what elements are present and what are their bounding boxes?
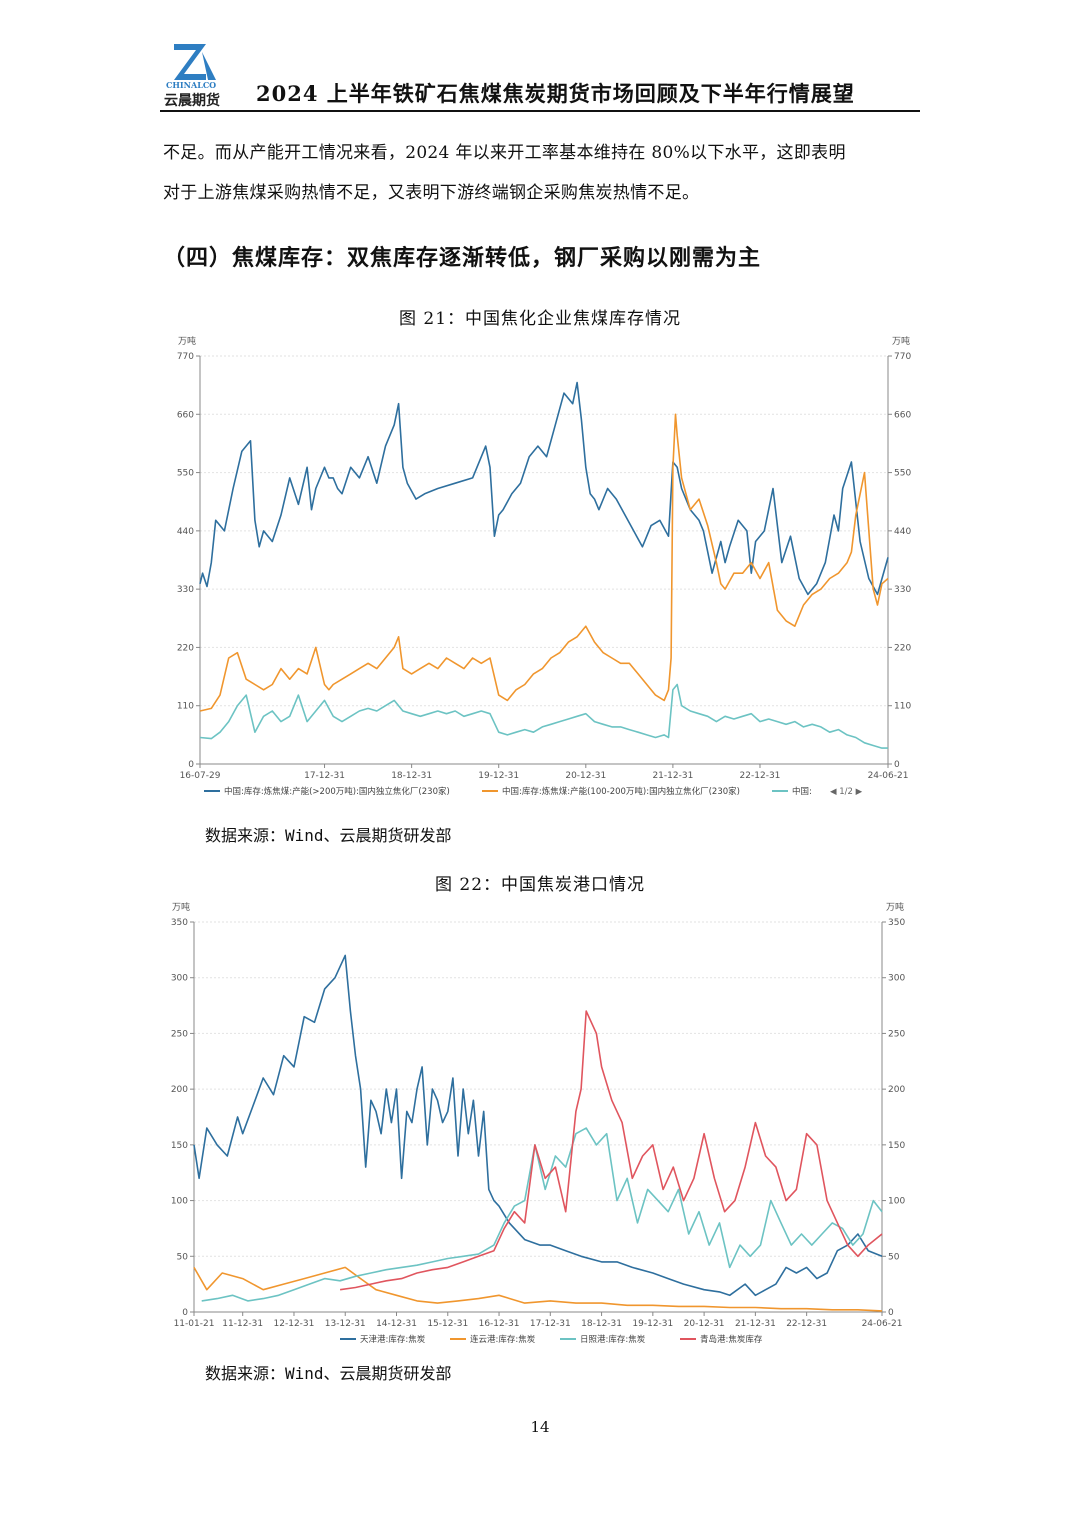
header-divider	[160, 110, 920, 112]
y-tick-label: 0	[182, 1308, 188, 1318]
y-tick-label-right: 660	[894, 410, 911, 420]
left-unit-label: 万吨	[172, 901, 190, 913]
figure-21-source: 数据来源：Wind、云晨期货研发部	[205, 826, 452, 845]
x-tick-label: 20-12-31	[565, 771, 606, 781]
y-tick-label: 350	[171, 918, 188, 928]
x-tick-label: 24-06-21	[868, 771, 909, 781]
legend-label-3: 青岛港:焦炭库存	[700, 1334, 763, 1345]
y-tick-label: 0	[188, 760, 194, 770]
series-line-0	[193, 954, 883, 1297]
x-tick-label: 13-12-31	[325, 1319, 366, 1329]
figure-22-chart: 万吨 万吨 0 0 50 50 100 100 150 150 200 200 250 250 300 300…	[170, 898, 920, 1348]
y-tick-label: 330	[177, 585, 194, 595]
series-line-3	[339, 1010, 883, 1291]
y-tick-label: 770	[177, 352, 194, 362]
right-unit-label: 万吨	[886, 901, 904, 913]
x-tick-label: 16-07-29	[180, 771, 221, 781]
x-tick-label: 15-12-31	[427, 1319, 468, 1329]
x-tick-label: 16-12-31	[479, 1319, 520, 1329]
y-tick-label: 660	[177, 410, 194, 420]
legend-label-2: 中国:	[792, 786, 812, 797]
right-unit-label: 万吨	[892, 335, 910, 347]
x-tick-label: 19-12-31	[632, 1319, 673, 1329]
logo-name: 云晨期货	[164, 93, 220, 109]
logo-subtext: CHINALCO	[166, 80, 216, 90]
x-tick-label: 21-12-31	[735, 1319, 776, 1329]
y-tick-label-right: 440	[894, 527, 911, 537]
series-line-0	[199, 381, 889, 596]
report-title: 2024 上半年铁矿石焦煤焦炭期货市场回顾及下半年行情展望	[256, 81, 855, 106]
y-tick-label-right: 330	[894, 585, 911, 595]
page-header: CHINALCO 云晨期货 2024 上半年铁矿石焦煤焦炭期货市场回顾及下半年行…	[160, 40, 920, 112]
legend-label-0: 中国:库存:炼焦煤:产能(>200万吨):国内独立焦化厂(230家)	[224, 786, 450, 797]
y-tick-label: 300	[171, 974, 188, 984]
paragraph-line-1: 不足。而从产能开工情况来看，2024 年以来开工率基本维持在 80%以下水平，这…	[163, 143, 846, 163]
figure-21-title: 图 21：中国焦化企业焦煤库存情况	[398, 309, 682, 329]
y-tick-label: 110	[177, 702, 194, 712]
series-line-2	[201, 1127, 883, 1302]
x-tick-label: 22-12-31	[740, 771, 781, 781]
y-tick-label: 50	[177, 1252, 189, 1262]
x-tick-label: 22-12-31	[786, 1319, 827, 1329]
y-tick-label-right: 0	[888, 1308, 894, 1318]
y-tick-label: 440	[177, 527, 194, 537]
section-heading: （四）焦煤库存：双焦库存逐渐转低，钢厂采购以刚需为主	[163, 245, 762, 271]
figure-22-svg: 万吨 万吨 0 0 50 50 100 100 150 150 200 200 250 250 300 300…	[171, 901, 906, 1345]
y-tick-label-right: 350	[888, 918, 905, 928]
y-tick-label: 550	[177, 469, 194, 479]
x-tick-label: 17-12-31	[530, 1319, 571, 1329]
figure-21-svg: 万吨 万吨 0 0 110 110 220 220 330 330 440 440 550 550 660 6…	[177, 335, 912, 797]
y-tick-label: 150	[171, 1141, 188, 1151]
x-tick-label: 19-12-31	[478, 771, 519, 781]
left-unit-label: 万吨	[178, 335, 196, 347]
y-tick-label-right: 50	[888, 1252, 900, 1262]
figure-22-title: 图 22：中国焦炭港口情况	[434, 875, 646, 895]
figure-21-chart: 万吨 万吨 0 0 110 110 220 220 330 330 440 440 550 550 660 6…	[170, 332, 920, 802]
figure-22-source: 数据来源：Wind、云晨期货研发部	[205, 1364, 452, 1383]
y-tick-label: 200	[171, 1085, 188, 1095]
page-number: 14	[530, 1418, 550, 1436]
legend-label-1: 连云港:库存:焦炭	[470, 1334, 536, 1345]
y-tick-label-right: 550	[894, 469, 911, 479]
y-tick-label-right: 100	[888, 1197, 905, 1207]
y-tick-label-right: 150	[888, 1141, 905, 1151]
legend-label-2: 日照港:库存:焦炭	[580, 1334, 646, 1345]
y-tick-label-right: 770	[894, 352, 911, 362]
legend-label-1: 中国:库存:炼焦煤:产能(100-200万吨):国内独立焦化厂(230家)	[502, 786, 740, 797]
x-tick-label: 17-12-31	[304, 771, 345, 781]
y-tick-label: 220	[177, 643, 194, 653]
y-tick-label: 100	[171, 1197, 188, 1207]
y-tick-label-right: 200	[888, 1085, 905, 1095]
chinalco-logo-icon: CHINALCO	[166, 44, 216, 90]
y-tick-label-right: 0	[894, 760, 900, 770]
y-tick-label-right: 250	[888, 1029, 905, 1039]
series-line-1	[193, 1266, 883, 1312]
y-tick-label-right: 220	[894, 643, 911, 653]
series-line-2	[199, 683, 888, 749]
y-tick-label-right: 110	[894, 702, 911, 712]
y-tick-label-right: 300	[888, 974, 905, 984]
legend-pager: ◀ 1/2 ▶	[830, 787, 863, 797]
x-tick-label: 12-12-31	[274, 1319, 315, 1329]
x-tick-label: 11-12-31	[222, 1319, 263, 1329]
paragraph-line-2: 对于上游焦煤采购热情不足，又表明下游终端钢企采购焦炭热情不足。	[163, 183, 700, 203]
x-tick-label: 24-06-21	[862, 1319, 903, 1329]
x-tick-label: 18-12-31	[391, 771, 432, 781]
x-tick-label: 21-12-31	[652, 771, 693, 781]
x-tick-label: 20-12-31	[684, 1319, 725, 1329]
legend-label-0: 天津港:库存:焦炭	[360, 1334, 426, 1345]
x-tick-label: 18-12-31	[581, 1319, 622, 1329]
x-tick-label: 11-01-21	[174, 1319, 215, 1329]
x-tick-label: 14-12-31	[376, 1319, 417, 1329]
series-line-1	[199, 413, 889, 712]
y-tick-label: 250	[171, 1029, 188, 1039]
